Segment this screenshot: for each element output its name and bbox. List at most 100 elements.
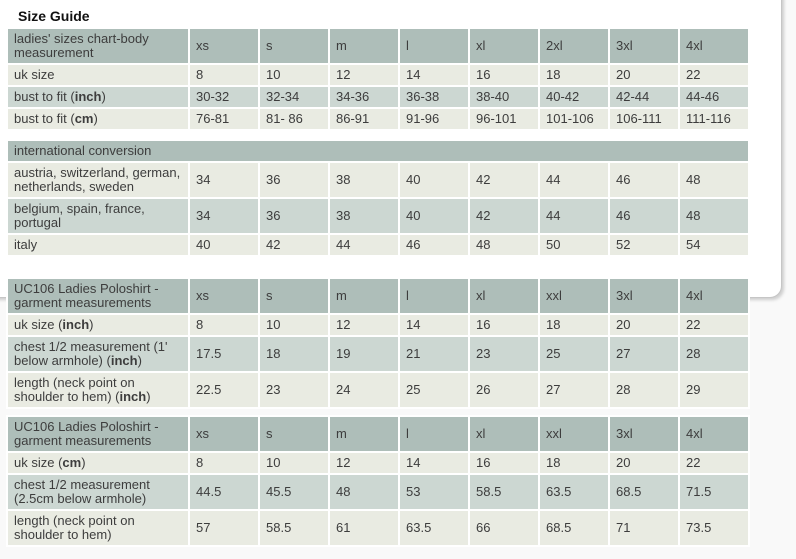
value-cell: 14 bbox=[400, 65, 468, 85]
size-column-header: l bbox=[400, 29, 468, 63]
value-cell: 22 bbox=[680, 65, 748, 85]
size-column-header: 3xl bbox=[610, 279, 678, 313]
value-cell: 71.5 bbox=[680, 475, 748, 509]
value-cell: 58.5 bbox=[470, 475, 538, 509]
value-cell: 57 bbox=[190, 511, 258, 545]
value-cell: 10 bbox=[260, 453, 328, 473]
value-cell: 36 bbox=[260, 163, 328, 197]
table-row: bust to fit (cm) 76-81 81- 86 86-91 91-96 96-… bbox=[8, 109, 748, 129]
value-cell: 19 bbox=[330, 337, 398, 371]
size-column-header: m bbox=[330, 279, 398, 313]
poloshirt-inch-table: UC106 Ladies Poloshirt - garment measure… bbox=[6, 277, 750, 409]
value-cell: 38-40 bbox=[470, 87, 538, 107]
value-cell: 44-46 bbox=[680, 87, 748, 107]
row-label: bust to fit (cm) bbox=[8, 109, 188, 129]
value-cell: 81- 86 bbox=[260, 109, 328, 129]
size-column-header: 4xl bbox=[680, 29, 748, 63]
value-cell: 66 bbox=[470, 511, 538, 545]
size-column-header: m bbox=[330, 417, 398, 451]
table-title-cell: international conversion bbox=[8, 141, 748, 161]
size-column-header: 4xl bbox=[680, 417, 748, 451]
value-cell: 91-96 bbox=[400, 109, 468, 129]
header-row: UC106 Ladies Poloshirt - garment measure… bbox=[8, 417, 748, 451]
size-column-header: xs bbox=[190, 417, 258, 451]
size-column-header: xl bbox=[470, 279, 538, 313]
value-cell: 48 bbox=[470, 235, 538, 255]
value-cell: 48 bbox=[330, 475, 398, 509]
value-cell: 17.5 bbox=[190, 337, 258, 371]
value-cell: 86-91 bbox=[330, 109, 398, 129]
value-cell: 27 bbox=[610, 337, 678, 371]
value-cell: 12 bbox=[330, 453, 398, 473]
value-cell: 30-32 bbox=[190, 87, 258, 107]
value-cell: 27 bbox=[540, 373, 608, 407]
value-cell: 53 bbox=[400, 475, 468, 509]
table-row: uk size 8 10 12 14 16 18 20 22 bbox=[8, 65, 748, 85]
value-cell: 63.5 bbox=[400, 511, 468, 545]
table-title-cell: UC106 Ladies Poloshirt - garment measure… bbox=[8, 417, 188, 451]
value-cell: 63.5 bbox=[540, 475, 608, 509]
value-cell: 50 bbox=[540, 235, 608, 255]
size-column-header: 3xl bbox=[610, 29, 678, 63]
value-cell: 111-116 bbox=[680, 109, 748, 129]
size-column-header: xs bbox=[190, 29, 258, 63]
table-row: austria, switzerland, german, netherland… bbox=[8, 163, 748, 197]
value-cell: 20 bbox=[610, 315, 678, 335]
row-label: length (neck point on shoulder to hem) bbox=[8, 511, 188, 545]
value-cell: 44 bbox=[540, 163, 608, 197]
value-cell: 68.5 bbox=[610, 475, 678, 509]
value-cell: 38 bbox=[330, 199, 398, 233]
value-cell: 42 bbox=[470, 163, 538, 197]
value-cell: 40 bbox=[190, 235, 258, 255]
value-cell: 101-106 bbox=[540, 109, 608, 129]
value-cell: 42 bbox=[470, 199, 538, 233]
value-cell: 34 bbox=[190, 163, 258, 197]
value-cell: 28 bbox=[680, 337, 748, 371]
value-cell: 12 bbox=[330, 315, 398, 335]
value-cell: 40 bbox=[400, 199, 468, 233]
value-cell: 10 bbox=[260, 315, 328, 335]
international-conversion-table: international conversion austria, switzer… bbox=[6, 139, 750, 257]
table-row: length (neck point on shoulder to hem) 57… bbox=[8, 511, 748, 545]
value-cell: 40 bbox=[400, 163, 468, 197]
value-cell: 21 bbox=[400, 337, 468, 371]
value-cell: 61 bbox=[330, 511, 398, 545]
ladies-sizes-table: ladies' sizes chart-body measurement xs s m… bbox=[6, 27, 750, 131]
value-cell: 16 bbox=[470, 65, 538, 85]
value-cell: 46 bbox=[610, 199, 678, 233]
table-row: chest 1/2 measurement (2.5cm below armho… bbox=[8, 475, 748, 509]
value-cell: 36 bbox=[260, 199, 328, 233]
row-label: belgium, spain, france, portugal bbox=[8, 199, 188, 233]
value-cell: 68.5 bbox=[540, 511, 608, 545]
value-cell: 18 bbox=[540, 315, 608, 335]
header-row: ladies' sizes chart-body measurement xs s m… bbox=[8, 29, 748, 63]
value-cell: 36-38 bbox=[400, 87, 468, 107]
table-title-cell: ladies' sizes chart-body measurement bbox=[8, 29, 188, 63]
value-cell: 16 bbox=[470, 315, 538, 335]
row-label: uk size bbox=[8, 65, 188, 85]
size-column-header: m bbox=[330, 29, 398, 63]
value-cell: 18 bbox=[260, 337, 328, 371]
value-cell: 20 bbox=[610, 65, 678, 85]
size-column-header: xxl bbox=[540, 279, 608, 313]
value-cell: 28 bbox=[610, 373, 678, 407]
row-label: chest 1/2 measurement (2.5cm below armho… bbox=[8, 475, 188, 509]
page-title: Size Guide bbox=[18, 8, 90, 24]
value-cell: 8 bbox=[190, 315, 258, 335]
value-cell: 20 bbox=[610, 453, 678, 473]
table-row: bust to fit (inch) 30-32 32-34 34-36 36-38 38… bbox=[8, 87, 748, 107]
value-cell: 23 bbox=[470, 337, 538, 371]
value-cell: 48 bbox=[680, 163, 748, 197]
value-cell: 14 bbox=[400, 453, 468, 473]
value-cell: 96-101 bbox=[470, 109, 538, 129]
value-cell: 44 bbox=[330, 235, 398, 255]
size-column-header: xxl bbox=[540, 417, 608, 451]
size-column-header: xl bbox=[470, 29, 538, 63]
value-cell: 18 bbox=[540, 65, 608, 85]
header-row: UC106 Ladies Poloshirt - garment measure… bbox=[8, 279, 748, 313]
size-column-header: l bbox=[400, 279, 468, 313]
table-row: chest 1/2 measurement (1' below armhole)… bbox=[8, 337, 748, 371]
table-title-cell: UC106 Ladies Poloshirt - garment measure… bbox=[8, 279, 188, 313]
value-cell: 40-42 bbox=[540, 87, 608, 107]
value-cell: 24 bbox=[330, 373, 398, 407]
